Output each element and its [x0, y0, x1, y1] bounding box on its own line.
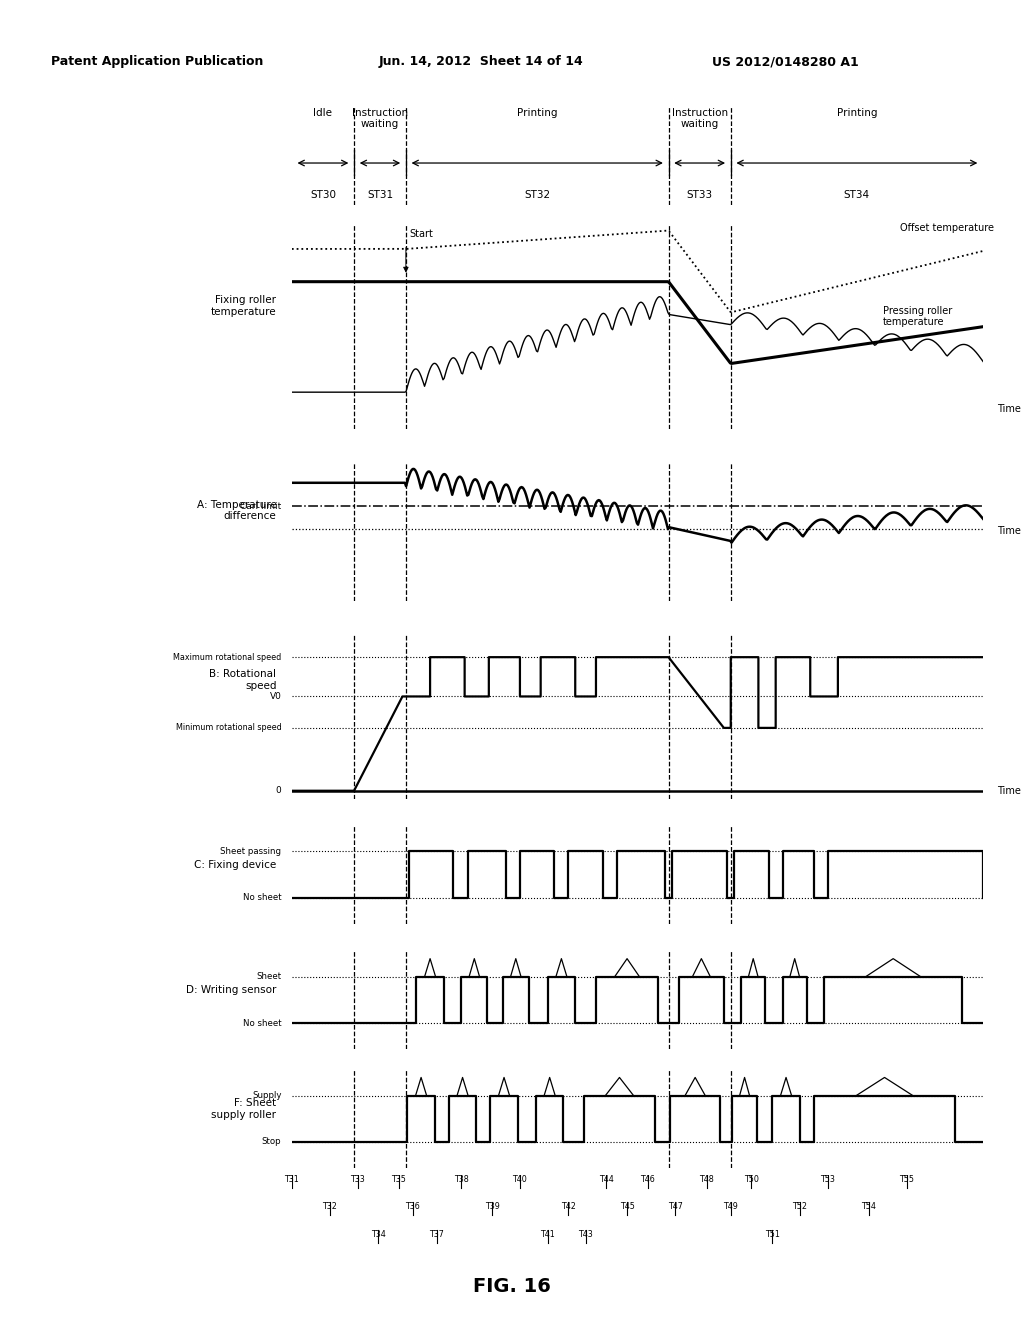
Text: Time: Time	[997, 785, 1021, 796]
Text: Carl limit: Carl limit	[241, 502, 282, 511]
Text: T47: T47	[668, 1203, 683, 1212]
Text: T38: T38	[454, 1175, 469, 1184]
Text: Patent Application Publication: Patent Application Publication	[51, 55, 263, 69]
Text: Time: Time	[997, 527, 1021, 536]
Text: T45: T45	[620, 1203, 635, 1212]
Text: US 2012/0148280 A1: US 2012/0148280 A1	[712, 55, 858, 69]
Text: ST31: ST31	[367, 190, 393, 199]
Text: T39: T39	[484, 1203, 500, 1212]
Text: Minimum rotational speed: Minimum rotational speed	[176, 723, 282, 733]
Text: Instruction
waiting: Instruction waiting	[352, 108, 408, 129]
Text: T54: T54	[861, 1203, 877, 1212]
Text: T43: T43	[579, 1230, 593, 1239]
Text: T42: T42	[561, 1203, 575, 1212]
Text: ST30: ST30	[310, 190, 336, 199]
Text: Instruction
waiting: Instruction waiting	[672, 108, 728, 129]
Text: T37: T37	[429, 1230, 444, 1239]
Text: Start: Start	[410, 228, 433, 239]
Text: Sheet: Sheet	[256, 973, 282, 981]
Text: Jun. 14, 2012  Sheet 14 of 14: Jun. 14, 2012 Sheet 14 of 14	[379, 55, 584, 69]
Text: Maximum rotational speed: Maximum rotational speed	[173, 652, 282, 661]
Text: Offset temperature: Offset temperature	[900, 223, 994, 234]
Text: T33: T33	[350, 1175, 365, 1184]
Text: Fixing roller
temperature: Fixing roller temperature	[211, 296, 276, 317]
Text: T51: T51	[765, 1230, 779, 1239]
Text: F: Sheet
supply roller: F: Sheet supply roller	[212, 1098, 276, 1119]
Text: 0: 0	[275, 787, 282, 795]
Text: Sheet passing: Sheet passing	[220, 847, 282, 855]
Text: T40: T40	[513, 1175, 527, 1184]
Text: T44: T44	[599, 1175, 613, 1184]
Text: Pressing roller
temperature: Pressing roller temperature	[883, 306, 952, 327]
Text: T35: T35	[391, 1175, 407, 1184]
Text: A: Temperature
difference: A: Temperature difference	[197, 500, 276, 521]
Text: T48: T48	[699, 1175, 714, 1184]
Text: B: Rotational
speed: B: Rotational speed	[210, 669, 276, 690]
Text: No sheet: No sheet	[243, 894, 282, 902]
Text: T41: T41	[541, 1230, 555, 1239]
Text: T32: T32	[323, 1203, 337, 1212]
Text: Supply: Supply	[252, 1092, 282, 1100]
Text: T49: T49	[723, 1203, 738, 1212]
Text: T46: T46	[640, 1175, 655, 1184]
Text: T52: T52	[793, 1203, 807, 1212]
Text: C: Fixing device: C: Fixing device	[195, 859, 276, 870]
Text: Printing: Printing	[517, 108, 557, 117]
Text: Printing: Printing	[837, 108, 878, 117]
Text: Idle: Idle	[313, 108, 333, 117]
Text: T53: T53	[820, 1175, 835, 1184]
Text: D: Writing sensor: D: Writing sensor	[186, 985, 276, 995]
Text: V0: V0	[269, 692, 282, 701]
Text: T34: T34	[371, 1230, 386, 1239]
Text: Stop: Stop	[262, 1138, 282, 1146]
Text: ST33: ST33	[686, 190, 713, 199]
Text: T50: T50	[744, 1175, 759, 1184]
Text: T31: T31	[285, 1175, 299, 1184]
Text: FIG. 16: FIG. 16	[473, 1278, 551, 1296]
Text: ST34: ST34	[844, 190, 870, 199]
Text: Time: Time	[997, 404, 1021, 413]
Text: T55: T55	[899, 1175, 914, 1184]
Text: T36: T36	[406, 1203, 420, 1212]
Text: ST32: ST32	[524, 190, 550, 199]
Text: No sheet: No sheet	[243, 1019, 282, 1027]
